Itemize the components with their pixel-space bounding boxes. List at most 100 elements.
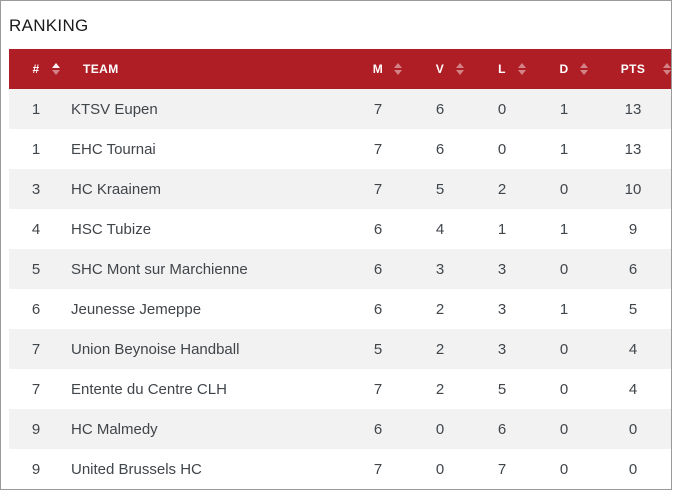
rank-cell: 1 <box>31 100 41 118</box>
v-cell: 6 <box>435 100 445 118</box>
sort-up-arrow-icon <box>52 63 60 68</box>
m-cell: 7 <box>373 380 383 398</box>
team-cell: HSC Tubize <box>71 220 152 238</box>
sort-up-arrow-icon <box>394 63 402 68</box>
m-cell: 5 <box>373 340 383 358</box>
column-header-rank[interactable]: # <box>9 49 63 89</box>
sort-icon <box>394 63 402 75</box>
column-label: # <box>32 62 40 76</box>
team-cell: Entente du Centre CLH <box>71 380 227 398</box>
v-cell: 2 <box>435 380 445 398</box>
d-cell: 1 <box>559 100 569 118</box>
pts-cell: 13 <box>624 140 642 158</box>
rank-cell: 4 <box>31 220 41 238</box>
team-cell: HC Malmedy <box>71 420 158 438</box>
l-cell: 3 <box>497 300 507 318</box>
rank-cell: 7 <box>31 340 41 358</box>
v-cell: 0 <box>435 420 445 438</box>
m-cell: 7 <box>373 180 383 198</box>
sort-down-arrow-icon <box>663 70 671 75</box>
v-cell: 0 <box>435 460 445 478</box>
d-cell: 0 <box>559 340 569 358</box>
table-row: 1 KTSV Eupen 7 6 0 1 13 <box>9 89 671 129</box>
pts-cell: 9 <box>628 220 638 238</box>
column-header-pts[interactable]: PTS <box>595 49 671 89</box>
column-label: PTS <box>620 62 646 76</box>
v-cell: 2 <box>435 340 445 358</box>
column-header-m[interactable]: M <box>347 49 409 89</box>
d-cell: 0 <box>559 460 569 478</box>
sort-up-arrow-icon <box>518 63 526 68</box>
pts-cell: 6 <box>628 260 638 278</box>
table-row: 7 Union Beynoise Handball 5 2 3 0 4 <box>9 329 671 369</box>
column-label: TEAM <box>83 62 119 76</box>
d-cell: 0 <box>559 380 569 398</box>
sort-down-arrow-icon <box>52 70 60 75</box>
l-cell: 2 <box>497 180 507 198</box>
team-cell: Jeunesse Jemeppe <box>71 300 202 318</box>
table-row: 3 HC Kraainem 7 5 2 0 10 <box>9 169 671 209</box>
v-cell: 2 <box>435 300 445 318</box>
page-title: RANKING <box>9 16 89 35</box>
l-cell: 3 <box>497 260 507 278</box>
m-cell: 7 <box>373 460 383 478</box>
pts-cell: 13 <box>624 100 642 118</box>
m-cell: 6 <box>373 220 383 238</box>
sort-icon <box>663 63 671 75</box>
sort-up-arrow-icon <box>456 63 464 68</box>
d-cell: 0 <box>559 260 569 278</box>
rank-cell: 1 <box>31 140 41 158</box>
sort-up-arrow-icon <box>580 63 588 68</box>
column-header-v[interactable]: V <box>409 49 471 89</box>
table-row: 4 HSC Tubize 6 4 1 1 9 <box>9 209 671 249</box>
rank-cell: 9 <box>31 460 41 478</box>
d-cell: 1 <box>559 220 569 238</box>
m-cell: 6 <box>373 420 383 438</box>
table-row: 9 HC Malmedy 6 0 6 0 0 <box>9 409 671 449</box>
table-row: 7 Entente du Centre CLH 7 2 5 0 4 <box>9 369 671 409</box>
pts-cell: 5 <box>628 300 638 318</box>
sort-up-arrow-icon <box>663 63 671 68</box>
team-cell: HC Kraainem <box>71 180 162 198</box>
pts-cell: 4 <box>628 380 638 398</box>
team-cell: KTSV Eupen <box>71 100 158 118</box>
l-cell: 0 <box>497 100 507 118</box>
l-cell: 1 <box>497 220 507 238</box>
d-cell: 0 <box>559 420 569 438</box>
pts-cell: 0 <box>628 420 638 438</box>
v-cell: 4 <box>435 220 445 238</box>
m-cell: 7 <box>373 140 383 158</box>
sort-down-arrow-icon <box>518 70 526 75</box>
column-label: L <box>498 62 506 76</box>
sort-down-arrow-icon <box>394 70 402 75</box>
ranking-panel: RANKING # TEAM M V L D PTS 1 KTSV Eupen 7 6 0 1 13 1 E… <box>0 0 672 490</box>
v-cell: 6 <box>435 140 445 158</box>
table-row: 6 Jeunesse Jemeppe 6 2 3 1 5 <box>9 289 671 329</box>
m-cell: 7 <box>373 100 383 118</box>
team-cell: EHC Tournai <box>71 140 156 158</box>
m-cell: 6 <box>373 300 383 318</box>
rank-cell: 5 <box>31 260 41 278</box>
team-cell: SHC Mont sur Marchienne <box>71 260 248 278</box>
team-cell: United Brussels HC <box>71 460 202 478</box>
pts-cell: 0 <box>628 460 638 478</box>
table-header-row: # TEAM M V L D PTS <box>9 49 671 89</box>
sort-icon <box>580 63 588 75</box>
d-cell: 1 <box>559 140 569 158</box>
l-cell: 0 <box>497 140 507 158</box>
table-row: 1 EHC Tournai 7 6 0 1 13 <box>9 129 671 169</box>
d-cell: 1 <box>559 300 569 318</box>
column-header-team[interactable]: TEAM <box>63 49 347 89</box>
l-cell: 5 <box>497 380 507 398</box>
column-label: V <box>435 62 445 76</box>
ranking-table: # TEAM M V L D PTS 1 KTSV Eupen 7 6 0 1 13 1 EHC Tourn… <box>9 49 671 489</box>
column-header-l[interactable]: L <box>471 49 533 89</box>
sort-down-arrow-icon <box>456 70 464 75</box>
sort-down-arrow-icon <box>580 70 588 75</box>
pts-cell: 10 <box>624 180 642 198</box>
rank-cell: 6 <box>31 300 41 318</box>
sort-icon <box>52 63 60 75</box>
column-header-d[interactable]: D <box>533 49 595 89</box>
rank-cell: 9 <box>31 420 41 438</box>
column-label: D <box>559 62 569 76</box>
